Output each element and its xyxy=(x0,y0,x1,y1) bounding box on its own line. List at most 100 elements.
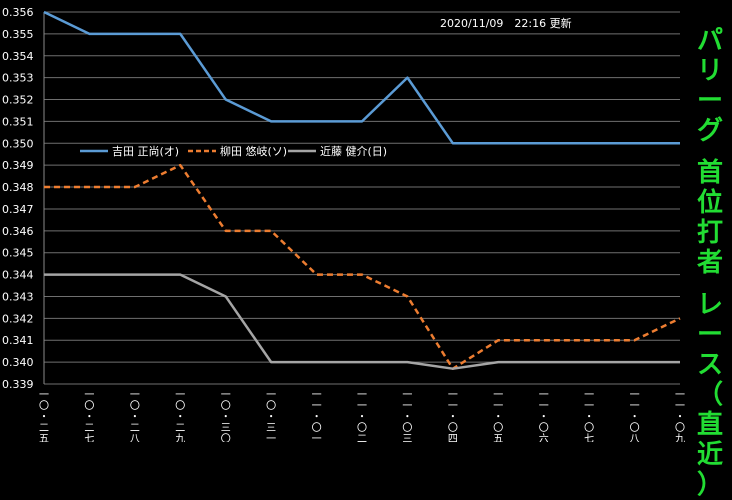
svg-text:五: 五 xyxy=(39,434,49,442)
title-char: 近 xyxy=(696,440,723,470)
svg-text:四: 四 xyxy=(448,434,458,442)
svg-text:〇: 〇 xyxy=(84,400,94,412)
title-char: 首 xyxy=(696,158,723,188)
title-char xyxy=(688,278,732,290)
svg-text:一: 一 xyxy=(630,390,640,401)
svg-text:〇: 〇 xyxy=(221,433,231,442)
y-tick-label: 0.356 xyxy=(2,6,34,19)
title-char: リ xyxy=(696,56,723,86)
svg-text:二: 二 xyxy=(39,423,49,434)
svg-text:一: 一 xyxy=(357,401,367,412)
line-chart: 0.339 0.340 0.341 0.342 0.343 0.344 0.345 0.346… xyxy=(2,6,685,442)
title-char: 者 xyxy=(696,248,723,278)
title-char: 位 xyxy=(696,188,723,218)
x-tick-label: 一一・〇八 xyxy=(630,390,640,442)
legend-label: 吉田 正尚(オ) xyxy=(112,144,179,158)
series-group xyxy=(43,10,681,370)
svg-text:・: ・ xyxy=(39,412,49,423)
series-line xyxy=(44,163,681,370)
svg-text:〇: 〇 xyxy=(221,400,231,412)
svg-text:三: 三 xyxy=(266,423,276,434)
x-tick-label: 一一・〇一 xyxy=(312,390,322,442)
y-tick-label: 0.348 xyxy=(2,181,34,194)
svg-text:八: 八 xyxy=(130,434,140,442)
svg-text:一: 一 xyxy=(539,390,549,401)
svg-text:〇: 〇 xyxy=(539,422,549,434)
y-tick-label: 0.350 xyxy=(2,137,34,150)
series-line xyxy=(43,10,680,145)
svg-text:二: 二 xyxy=(130,423,140,434)
y-tick-labels: 0.339 0.340 0.341 0.342 0.343 0.344 0.345 0.346… xyxy=(2,6,34,391)
svg-text:一: 一 xyxy=(675,390,685,401)
svg-text:〇: 〇 xyxy=(493,422,503,434)
svg-text:一: 一 xyxy=(312,434,322,442)
svg-text:〇: 〇 xyxy=(130,400,140,412)
svg-text:・: ・ xyxy=(130,412,140,423)
title-char: ） xyxy=(696,470,723,500)
x-tick-label: 一一・〇五 xyxy=(493,390,503,442)
svg-text:・: ・ xyxy=(312,412,322,423)
svg-text:二: 二 xyxy=(175,423,185,434)
svg-text:一: 一 xyxy=(493,390,503,401)
svg-text:〇: 〇 xyxy=(266,400,276,412)
y-tick-label: 0.352 xyxy=(2,94,34,107)
svg-text:八: 八 xyxy=(630,434,640,442)
svg-text:七: 七 xyxy=(84,433,94,442)
svg-text:一: 一 xyxy=(448,390,458,401)
svg-text:・: ・ xyxy=(448,412,458,423)
chart-title: パリーグ 首位打者 レース（直近） xyxy=(688,26,732,500)
svg-text:〇: 〇 xyxy=(175,400,185,412)
svg-text:・: ・ xyxy=(266,412,276,423)
title-char: 打 xyxy=(696,218,723,248)
svg-text:・: ・ xyxy=(539,412,549,423)
svg-text:・: ・ xyxy=(84,412,94,423)
y-tick-label: 0.349 xyxy=(2,159,34,172)
svg-text:二: 二 xyxy=(357,434,367,442)
svg-text:一: 一 xyxy=(493,401,503,412)
legend-label: 近藤 健介(日) xyxy=(320,145,387,158)
y-tick-label: 0.341 xyxy=(2,334,34,347)
svg-text:〇: 〇 xyxy=(39,400,49,412)
y-tick-label: 0.354 xyxy=(2,50,34,63)
legend-label: 柳田 悠岐(ソ) xyxy=(220,144,287,158)
svg-text:九: 九 xyxy=(675,433,685,442)
title-char: ス xyxy=(696,350,723,380)
y-tick-label: 0.340 xyxy=(2,356,34,369)
x-tick-label: 一一・〇四 xyxy=(448,390,458,442)
svg-text:一: 一 xyxy=(266,434,276,442)
svg-text:一: 一 xyxy=(448,401,458,412)
svg-text:・: ・ xyxy=(630,412,640,423)
title-char: ー xyxy=(696,86,723,116)
svg-text:・: ・ xyxy=(584,412,594,423)
svg-text:・: ・ xyxy=(402,412,412,423)
svg-text:・: ・ xyxy=(175,412,185,423)
x-tick-label: 一一・〇九 xyxy=(675,390,685,442)
svg-text:七: 七 xyxy=(584,433,594,442)
x-tick-label: 一〇・二五 xyxy=(39,390,49,442)
legend-item: 柳田 悠岐(ソ) xyxy=(188,144,287,158)
y-tick-label: 0.345 xyxy=(2,247,34,260)
svg-text:〇: 〇 xyxy=(357,422,367,434)
svg-text:一: 一 xyxy=(312,401,322,412)
svg-text:六: 六 xyxy=(539,433,549,442)
svg-text:〇: 〇 xyxy=(630,422,640,434)
y-tick-label: 0.344 xyxy=(2,269,34,282)
svg-text:一: 一 xyxy=(266,390,276,401)
legend-item: 吉田 正尚(オ) xyxy=(80,144,179,158)
title-char: レ xyxy=(696,290,723,320)
svg-text:一: 一 xyxy=(630,401,640,412)
svg-text:二: 二 xyxy=(84,423,94,434)
svg-text:〇: 〇 xyxy=(312,422,322,434)
svg-text:一: 一 xyxy=(357,390,367,401)
svg-text:一: 一 xyxy=(175,390,185,401)
svg-text:五: 五 xyxy=(493,434,503,442)
svg-text:九: 九 xyxy=(175,433,185,442)
svg-text:・: ・ xyxy=(493,412,503,423)
x-tick-label: 一〇・二七 xyxy=(84,390,94,442)
title-char: ー xyxy=(696,320,723,350)
svg-text:一: 一 xyxy=(675,401,685,412)
svg-text:一: 一 xyxy=(584,390,594,401)
x-tick-label: 一一・〇七 xyxy=(584,390,594,442)
series-line xyxy=(44,273,680,370)
svg-text:一: 一 xyxy=(539,401,549,412)
